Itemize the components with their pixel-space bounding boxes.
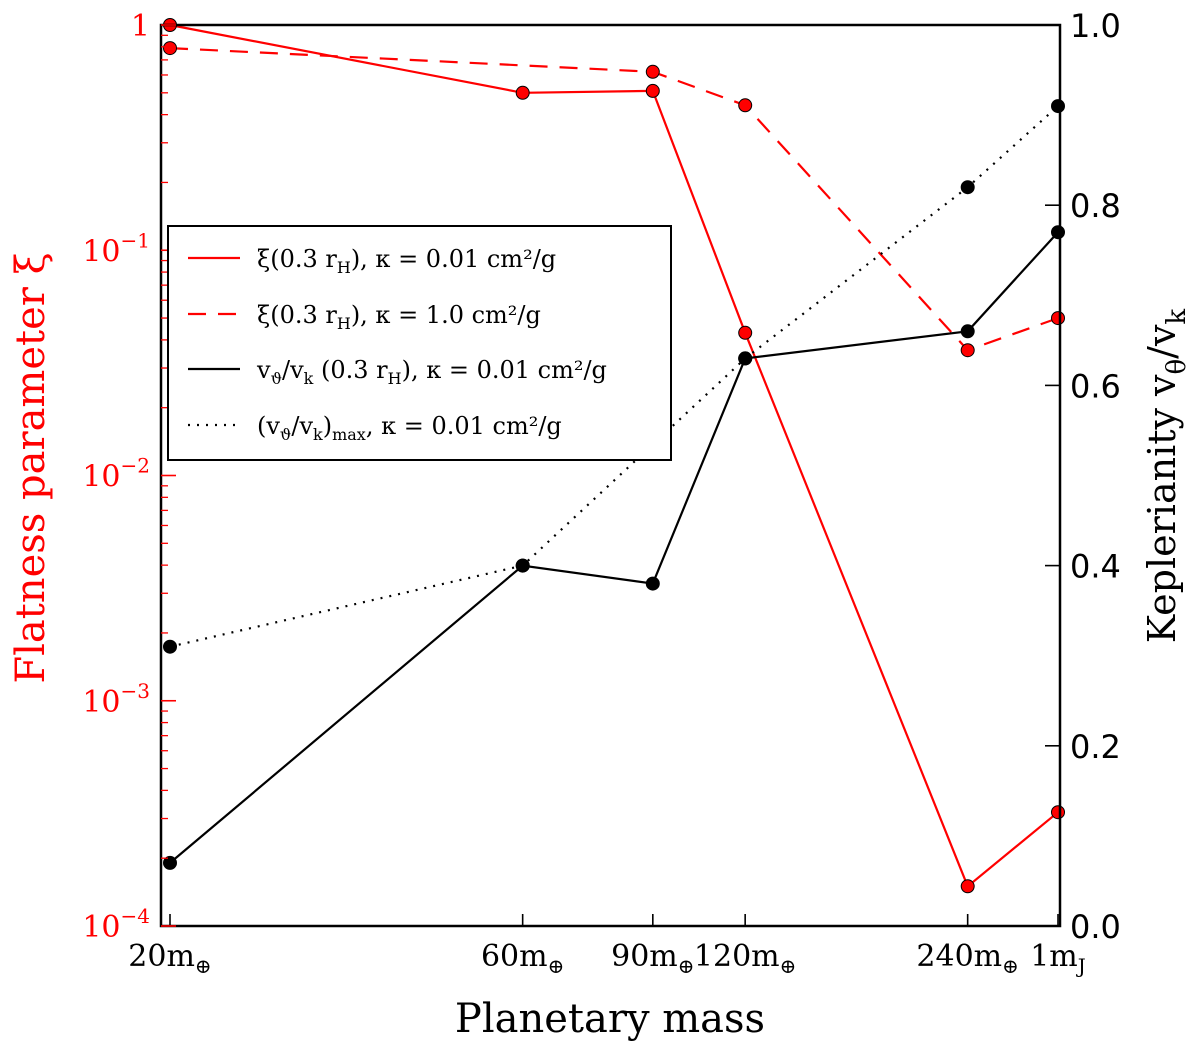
right-axis-label-mid: /v <box>1140 324 1184 359</box>
right-axis-label-main: Keplerianity v <box>1140 374 1184 643</box>
series-0-line <box>169 23 1059 889</box>
x-tick-label-0: 20m⊕ <box>128 939 211 978</box>
left-axis-label: Flatness parameter ξ <box>8 252 54 683</box>
x-tick-label-5: 1mJ <box>1030 939 1086 978</box>
series-1-point-2 <box>738 98 753 113</box>
legend-label-1-part-2: ), κ = 1.0 cm²/g <box>351 301 541 329</box>
legend-label-0-part-2: ), κ = 0.01 cm²/g <box>351 245 556 273</box>
legend-label-3-part-0: (v <box>257 412 280 440</box>
legend-label-2-part-0: v <box>256 356 271 384</box>
x-tick-label-3: 120m⊕ <box>694 939 796 978</box>
right-tick-label-1: 0.2 <box>1070 728 1121 766</box>
left-axis-ticks: 110−110−210−310−4 <box>82 9 176 945</box>
x-tick-label-main-4: 240m <box>916 939 1002 974</box>
legend-label-2: vϑ/vk (0.3 rH), κ = 0.01 cm²/g <box>256 356 607 388</box>
x-tick-label-sub-4: ⊕ <box>1002 954 1019 978</box>
series-0-point-3 <box>738 325 753 340</box>
series-1-point-3 <box>960 343 975 358</box>
x-tick-label-main-1: 60m <box>481 939 548 974</box>
right-tick-label-4: 0.8 <box>1070 187 1121 225</box>
series-3-point-2 <box>738 351 753 366</box>
x-tick-label-main-3: 120m <box>694 939 780 974</box>
left-tick-exp-1: −1 <box>121 228 150 252</box>
left-tick-exp-4: −4 <box>121 904 150 928</box>
x-axis-label: Planetary mass <box>455 996 765 1042</box>
x-tick-label-main-2: 90m <box>611 939 678 974</box>
left-tick-base-1: 10 <box>82 234 120 269</box>
legend-label-2-part-3: k <box>304 369 314 388</box>
legend-label-3-part-1: ϑ <box>280 425 291 444</box>
plot-markers <box>163 18 1065 894</box>
legend-box <box>167 225 672 461</box>
series-2-point-2 <box>645 576 660 591</box>
legend-label-3-part-2: /v <box>291 412 313 440</box>
x-tick-label-sub-0: ⊕ <box>195 954 212 978</box>
left-tick-base-2: 10 <box>82 460 120 495</box>
legend-label-1-part-0: ξ(0.3 r <box>257 301 337 329</box>
series-3-point-3 <box>960 180 975 195</box>
right-tick-label-3: 0.6 <box>1070 367 1121 405</box>
legend-label-0-part-0: ξ(0.3 r <box>257 245 337 273</box>
left-tick-base-4: 10 <box>82 910 120 945</box>
x-tick-label-sub-2: ⊕ <box>678 954 695 978</box>
x-tick-label-2: 90m⊕ <box>611 939 694 978</box>
series-3-point-4 <box>1051 99 1065 114</box>
series-1-point-0 <box>163 41 177 56</box>
legend-label-0-part-1: H <box>337 258 351 277</box>
series-2-point-0 <box>163 855 177 870</box>
left-tick-label-0: 1 <box>131 9 150 44</box>
x-tick-label-4: 240m⊕ <box>916 939 1018 978</box>
series-0-point-1 <box>515 85 530 100</box>
left-tick-label-4: 10−4 <box>82 904 150 945</box>
legend-label-1: ξ(0.3 rH), κ = 1.0 cm²/g <box>257 301 541 333</box>
right-tick-label-5: 1.0 <box>1070 7 1121 45</box>
x-tick-label-main-0: 20m <box>128 939 195 974</box>
series-0-point-4 <box>960 879 975 894</box>
left-tick-label-3: 10−3 <box>82 679 150 720</box>
right-axis-label: Keplerianity vθ/vk <box>1140 309 1192 644</box>
legend-label-1-part-1: H <box>337 314 351 333</box>
legend-label-2-part-2: /v <box>282 356 304 384</box>
left-tick-label-2: 10−2 <box>82 454 150 495</box>
legend-label-2-part-1: ϑ <box>271 369 282 388</box>
series-0-point-5 <box>1051 805 1065 820</box>
series-2-point-5 <box>1051 225 1065 240</box>
plot-frame <box>159 23 1062 928</box>
x-tick-label-sub-3: ⊕ <box>780 954 797 978</box>
legend-label-3-part-3: k <box>313 425 323 444</box>
left-tick-exp-2: −2 <box>121 454 150 478</box>
series-3-point-0 <box>163 639 177 654</box>
legend-label-0: ξ(0.3 rH), κ = 0.01 cm²/g <box>257 245 556 277</box>
series-2-point-4 <box>960 324 975 339</box>
x-tick-label-main-5: 1m <box>1030 939 1078 974</box>
right-axis-ticks: 0.0 0.2 0.4 0.6 0.8 1.0 <box>1045 7 1121 946</box>
legend-label-2-part-5: H <box>388 369 402 388</box>
x-axis-ticks: 20m⊕ 60m⊕ 90m⊕ 120m⊕ 240m⊕ 1mJ <box>128 914 1086 978</box>
legend-label-3-part-5: max <box>332 425 366 444</box>
series-0-point-2 <box>645 83 660 98</box>
series-1-point-4 <box>1051 311 1065 326</box>
right-tick-label-0: 0.0 <box>1070 908 1121 946</box>
legend-label-2-part-6: ), κ = 0.01 cm²/g <box>402 356 607 384</box>
left-tick-exp-3: −3 <box>121 679 150 703</box>
x-tick-label-sub-5: J <box>1076 954 1086 978</box>
series-2-line <box>169 231 1059 864</box>
x-tick-label-sub-1: ⊕ <box>548 954 565 978</box>
left-tick-base-0: 1 <box>131 9 150 44</box>
right-axis-label-sub2: k <box>1162 309 1192 325</box>
left-tick-label-1: 10−1 <box>82 228 150 269</box>
right-tick-label-2: 0.4 <box>1070 548 1121 586</box>
left-tick-base-3: 10 <box>82 685 120 720</box>
legend-label-2-part-4: (0.3 r <box>313 356 388 384</box>
right-axis-label-sub1: θ <box>1162 359 1192 375</box>
x-tick-label-1: 60m⊕ <box>481 939 564 978</box>
legend-label-3-part-6: , κ = 0.01 cm²/g <box>366 412 562 440</box>
legend-label-3: (vϑ/vk)max, κ = 0.01 cm²/g <box>257 412 562 444</box>
legend-label-3-part-4: ) <box>323 412 332 440</box>
legend: ξ(0.3 rH), κ = 0.01 cm²/gξ(0.3 rH), κ = … <box>167 225 672 461</box>
series-3-point-1 <box>515 558 530 573</box>
series-1-point-1 <box>645 64 660 79</box>
